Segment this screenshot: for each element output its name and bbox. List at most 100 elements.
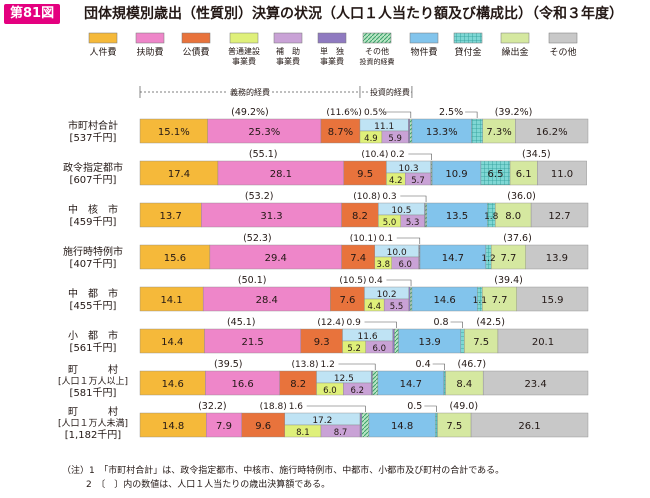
- data-label: 9.3: [314, 337, 330, 348]
- group-value-other-investment: 0.9: [346, 318, 361, 328]
- data-label: 5.9: [388, 134, 402, 144]
- data-label: 8.2: [352, 211, 368, 222]
- legend-label: 単 独: [320, 46, 344, 56]
- bar-segment: [139, 286, 204, 312]
- data-label-ordinary: 17.2: [312, 416, 332, 426]
- data-label: 7.7: [492, 295, 508, 306]
- bar-segment: [394, 328, 399, 354]
- legend-label: その他: [549, 46, 576, 58]
- data-label: 4.9: [364, 134, 378, 144]
- group-value-investment: (18.8): [260, 402, 287, 412]
- group-label-investment: 投資的経費: [370, 87, 410, 97]
- group-value-investment: (13.8): [291, 360, 318, 370]
- group-value-others: (37.6): [503, 233, 532, 244]
- legend-label: 物件費: [410, 46, 437, 58]
- header: 第81図 団体規模別歳出（性質別）決算の状況（人口１人当たり額及び構成比）（令和…: [0, 0, 650, 30]
- category-amount: [407千円]: [70, 258, 117, 270]
- leader-line: [381, 111, 412, 118]
- data-label: 14.6: [162, 379, 184, 390]
- legend-label: 事業費: [320, 56, 344, 66]
- group-value-other-investment: 1.2: [321, 360, 335, 370]
- group-value-other-investment: 1.6: [289, 402, 304, 412]
- bar-segment: [480, 160, 511, 186]
- leader-line: [400, 195, 427, 202]
- bar-segment: [431, 160, 482, 186]
- legend-label: 貸付金: [454, 46, 481, 58]
- data-label: 14.1: [160, 295, 182, 306]
- legend-swatch: [181, 32, 211, 44]
- bar-segment: [365, 340, 393, 354]
- data-label: 14.4: [161, 337, 183, 348]
- data-label: 4.2: [389, 176, 403, 186]
- data-label: 13.5: [446, 211, 468, 222]
- data-label: 15.6: [164, 253, 186, 264]
- data-label: 11.0: [551, 169, 573, 180]
- bar-segment: [411, 286, 478, 312]
- bar-segment: [419, 244, 487, 270]
- group-value-others: (39.2%): [495, 107, 533, 118]
- bar-segment: [525, 244, 589, 270]
- data-label: 28.1: [270, 169, 292, 180]
- bar-segment: [408, 118, 410, 144]
- bar-segment: [491, 244, 526, 270]
- bar-segment: [300, 328, 343, 354]
- data-label-ordinary: 10.2: [377, 290, 397, 300]
- legend-label: 補 助: [276, 46, 300, 56]
- group-value-obligatory: (39.5): [214, 359, 243, 370]
- leader-line: [450, 321, 463, 328]
- data-label: 7.5: [473, 337, 489, 348]
- data-label-ordinary: 10.0: [387, 248, 407, 258]
- data-label: 7.5: [446, 421, 462, 432]
- data-label: 9.5: [357, 169, 373, 180]
- category-amount: [455千円]: [70, 300, 117, 312]
- data-label: 15.1%: [158, 127, 190, 138]
- group-value-others: (34.5): [522, 149, 551, 160]
- group-value-loan: 0.5: [407, 401, 422, 412]
- bar-segment: [139, 370, 206, 396]
- data-label-ordinary: 11.1: [374, 122, 394, 132]
- figure-badge: 第81図: [4, 4, 61, 24]
- data-label: 13.7: [160, 211, 182, 222]
- legend-label: 繰出金: [501, 46, 528, 58]
- data-label: 14.8: [162, 421, 184, 432]
- data-label: 31.3: [260, 211, 282, 222]
- category-label: 施行時特例市: [63, 245, 123, 258]
- bar-segment: [482, 370, 589, 396]
- bar-segment: [408, 286, 411, 312]
- bar-segment: [330, 286, 365, 312]
- legend-label: 人件費: [89, 46, 116, 58]
- leader-line: [338, 363, 376, 370]
- leader-line: [424, 405, 437, 412]
- category-label: 中 都 市: [68, 287, 118, 300]
- group-value-investment: (12.4): [317, 318, 344, 328]
- data-label: 8.0: [505, 211, 521, 222]
- bar-segment: [471, 118, 483, 144]
- legend-swatch: [229, 32, 259, 44]
- data-label-ordinary: 10.5: [391, 206, 411, 216]
- data-label: 13.3%: [426, 127, 458, 138]
- bar-segment: [400, 214, 425, 228]
- group-value-others: (42.5): [476, 317, 505, 328]
- bar-segment: [443, 370, 446, 396]
- footnote-1: （注）1 「市町村合計」は、政令指定都市、中核市、施行時特例市、中都市、小都市及…: [62, 466, 505, 476]
- bar-segment: [279, 370, 317, 396]
- category-label: 市町村合計: [68, 119, 118, 132]
- group-value-obligatory: (50.1): [238, 275, 267, 286]
- bar-segment: [343, 382, 372, 396]
- data-label: 7.9: [216, 421, 232, 432]
- legend-swatch: [500, 32, 530, 44]
- data-label: 25.3%: [248, 127, 280, 138]
- bar-segment: [206, 412, 242, 438]
- bar-segment: [497, 328, 589, 354]
- bar-segment: [516, 286, 589, 312]
- bar-segment: [482, 286, 517, 312]
- bar-segment: [372, 370, 379, 396]
- bar-segment: [515, 118, 589, 144]
- data-label: 1.1: [473, 296, 487, 306]
- data-label: 8.2: [290, 379, 306, 390]
- category-label: 町 村: [68, 363, 118, 376]
- bar-segment: [202, 286, 331, 312]
- data-label: 14.7: [442, 253, 464, 264]
- data-label: 13.9: [418, 337, 440, 348]
- group-value-other-investment: 0.5%: [364, 108, 387, 118]
